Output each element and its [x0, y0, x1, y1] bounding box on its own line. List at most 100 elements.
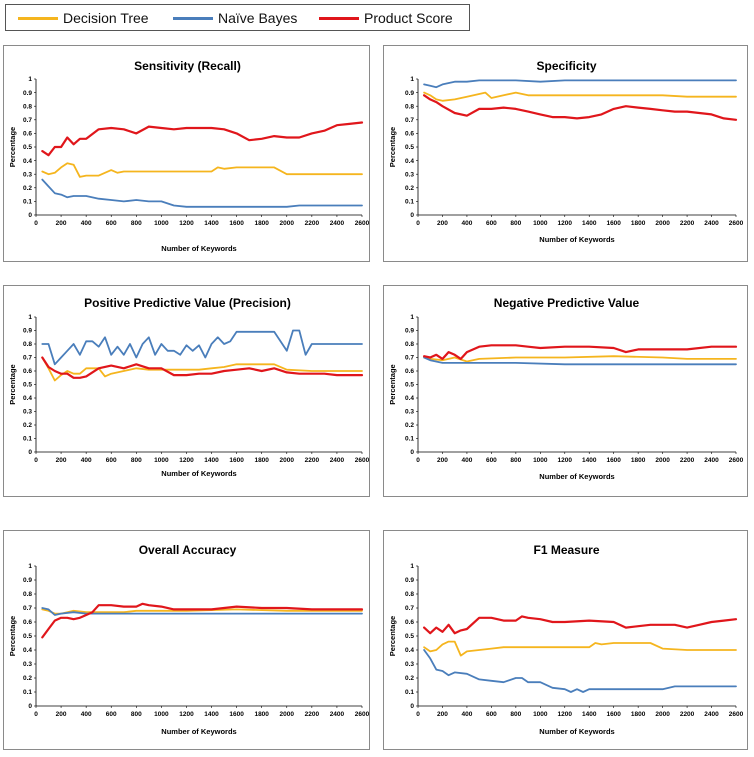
x-tick-label: 1200 [179, 711, 194, 718]
y-tick-label: 0.7 [23, 605, 32, 612]
chart-title: Positive Predictive Value (Precision) [84, 296, 291, 310]
y-tick-label: 1 [410, 76, 414, 83]
y-tick-label: 0 [410, 449, 414, 456]
x-tick-label: 800 [510, 711, 521, 718]
x-axis-label: Number of Keywords [161, 244, 236, 253]
y-tick-label: 0.2 [405, 675, 414, 682]
y-tick-label: 0.1 [405, 689, 414, 696]
x-tick-label: 400 [461, 220, 472, 227]
x-tick-label: 1200 [558, 220, 573, 227]
y-tick-label: 0.5 [23, 382, 32, 389]
x-tick-label: 1400 [582, 711, 597, 718]
x-tick-label: 400 [461, 711, 472, 718]
series-line-product-score [41, 356, 364, 379]
y-tick-label: 0.9 [405, 328, 414, 335]
y-tick-label: 0.1 [405, 436, 414, 443]
series-line-naive-bayes [423, 649, 737, 693]
y-tick-label: 0.2 [23, 422, 32, 429]
x-tick-label: 2600 [355, 220, 370, 227]
y-tick-label: 0.2 [405, 185, 414, 192]
series-line-product-score [422, 344, 738, 361]
chart-title: F1 Measure [533, 543, 599, 557]
x-tick-label: 2600 [729, 220, 744, 227]
chart-f1: F1 Measure00.10.20.30.40.50.60.70.80.910… [388, 543, 744, 736]
chart-title: Specificity [536, 59, 596, 73]
x-tick-label: 1200 [558, 711, 573, 718]
y-tick-label: 0.8 [23, 341, 32, 348]
y-tick-label: 0.7 [405, 117, 414, 124]
y-tick-label: 0.6 [405, 131, 414, 138]
y-tick-label: 0 [28, 449, 32, 456]
legend-item-naive-bayes: Naïve Bayes [173, 9, 297, 27]
x-tick-label: 1800 [631, 711, 646, 718]
y-tick-label: 0.7 [405, 605, 414, 612]
y-tick-label: 0.4 [23, 647, 32, 654]
series-line-product-score [41, 602, 364, 639]
y-tick-label: 0.5 [405, 144, 414, 151]
x-tick-label: 400 [81, 457, 92, 464]
x-axis-label: Number of Keywords [539, 727, 614, 736]
y-tick-label: 0 [28, 212, 32, 219]
y-tick-label: 0.1 [23, 199, 32, 206]
y-tick-label: 0.6 [405, 368, 414, 375]
series-line-product-score [422, 94, 738, 121]
x-tick-label: 2000 [280, 457, 295, 464]
y-tick-label: 0.6 [23, 368, 32, 375]
y-tick-label: 0.6 [23, 131, 32, 138]
chart-title: Negative Predictive Value [494, 296, 640, 310]
series-line-product-score [422, 615, 738, 635]
panel-accuracy: Overall Accuracy 0 0.1 0.2 0.3 0.4 0.5 0.6 0.7 0.… [3, 530, 370, 750]
series-line-decision-tree [423, 91, 737, 102]
x-tick-label: 1800 [631, 457, 646, 464]
y-tick-label: 0.9 [23, 328, 32, 335]
series-line-decision-tree [423, 355, 737, 363]
y-tick-label: 1 [28, 563, 32, 570]
y-tick-label: 0.8 [23, 591, 32, 598]
x-tick-label: 1600 [606, 711, 621, 718]
chart-title: Sensitivity (Recall) [134, 59, 241, 73]
x-tick-label: 1200 [179, 457, 194, 464]
chart-title: Overall Accuracy [139, 543, 237, 557]
x-tick-label: 2600 [729, 457, 744, 464]
panel-f1: F1 Measure 0 0.1 0.2 0.3 0.4 0.5 0.6 0.7 0.8 0.9 1 0… [383, 530, 748, 750]
legend-label-product-score: Product Score [364, 10, 453, 26]
x-tick-label: 800 [510, 220, 521, 227]
y-tick-label: 0.2 [405, 422, 414, 429]
x-tick-label: 1000 [533, 457, 548, 464]
x-tick-label: 600 [106, 457, 117, 464]
series-line-decision-tree [41, 356, 363, 382]
y-tick-label: 0.7 [405, 355, 414, 362]
x-tick-label: 1400 [582, 220, 597, 227]
x-tick-label: 600 [106, 711, 117, 718]
x-tick-label: 1600 [606, 457, 621, 464]
y-tick-label: 0.1 [23, 436, 32, 443]
y-tick-label: 0.7 [23, 355, 32, 362]
series-line-naive-bayes [41, 178, 363, 208]
y-tick-label: 0.9 [405, 577, 414, 584]
x-tick-label: 0 [34, 220, 38, 227]
x-tick-label: 2000 [280, 220, 295, 227]
y-tick-label: 0.6 [23, 619, 32, 626]
x-tick-label: 200 [56, 457, 67, 464]
x-tick-label: 2000 [655, 220, 670, 227]
legend-item-product-score: Product Score [319, 9, 453, 27]
chart-precision: Positive Predictive Value (Precision) 0 0.… [8, 296, 370, 478]
chart-accuracy: Overall Accuracy 0 0.1 0.2 0.3 0.4 0.5 0.6 0.7 0.… [8, 543, 370, 736]
x-tick-label: 1000 [154, 220, 169, 227]
y-tick-label: 0.4 [23, 158, 32, 165]
x-tick-label: 800 [131, 220, 142, 227]
x-tick-label: 400 [81, 711, 92, 718]
y-tick-label: 0.3 [405, 171, 414, 178]
y-tick-label: 0.9 [23, 90, 32, 97]
y-tick-label: 0.4 [405, 158, 414, 165]
x-tick-label: 2200 [305, 711, 320, 718]
panel-npv: Negative Predictive Value 0 0.1 0.2 0.3 0.4 0.… [383, 285, 748, 497]
y-tick-label: 0.5 [405, 633, 414, 640]
x-tick-label: 600 [486, 457, 497, 464]
x-axis-label: Number of Keywords [539, 472, 614, 481]
chart-npv: Negative Predictive Value 0 0.1 0.2 0.3 0.4 0.… [388, 296, 744, 481]
x-tick-label: 1600 [229, 711, 244, 718]
x-tick-label: 600 [486, 711, 497, 718]
series-line-naive-bayes [423, 356, 737, 366]
y-axis-label: Percentage [8, 127, 17, 167]
